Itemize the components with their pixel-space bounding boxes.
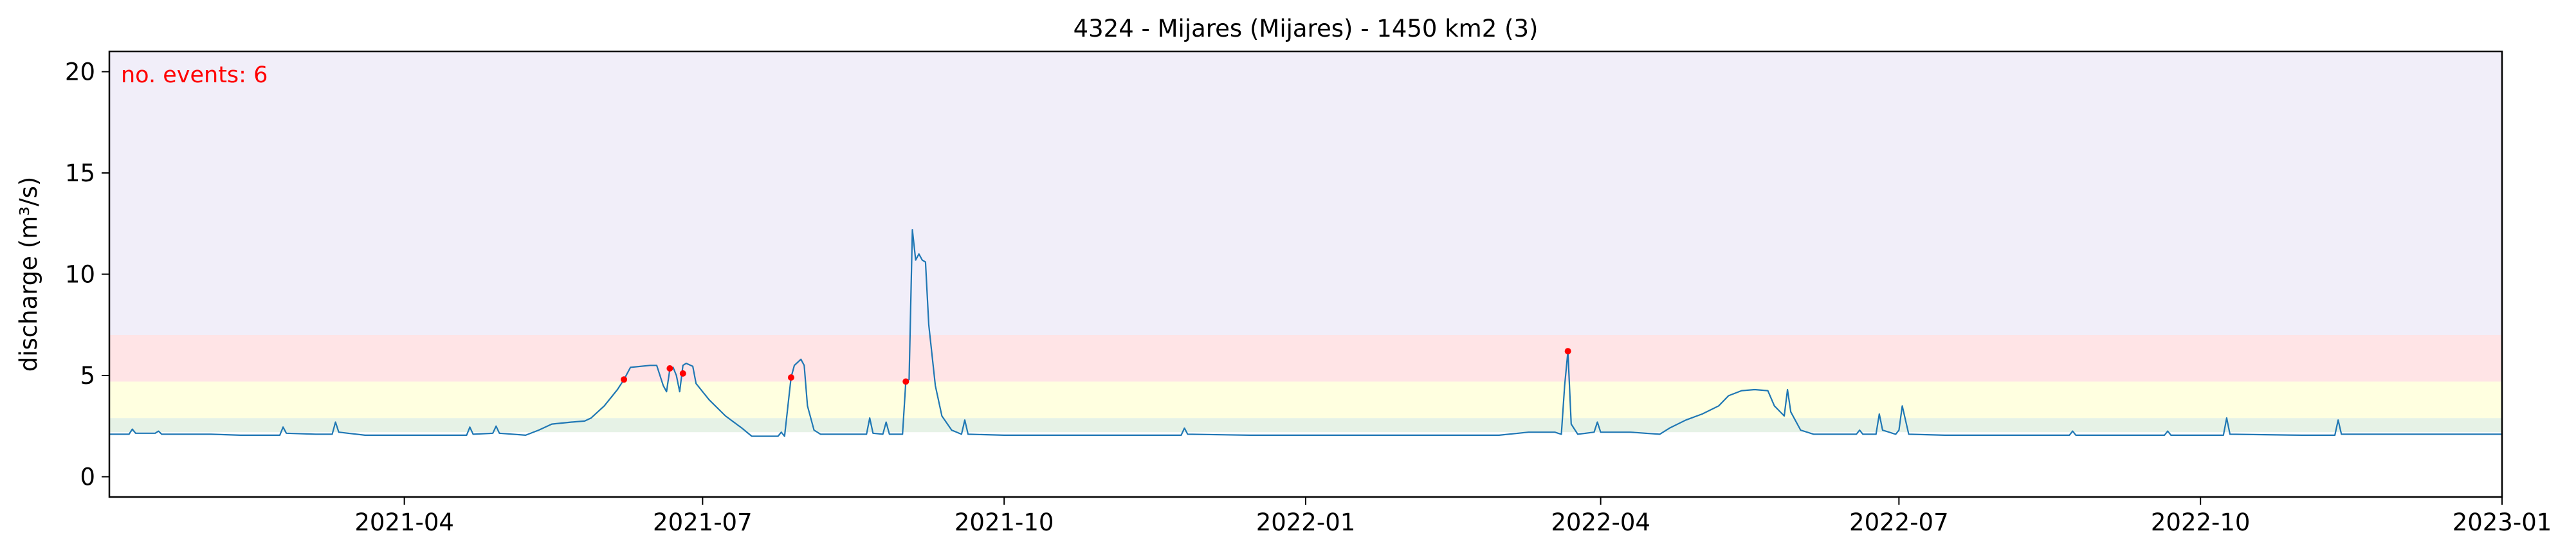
x-tick-label-5: 2022-07 — [1849, 509, 1949, 536]
x-tick-label-4: 2022-04 — [1551, 509, 1650, 536]
event-point-4 — [902, 378, 909, 385]
events-layer — [621, 348, 1571, 385]
x-tick-label-7: 2023-01 — [2453, 509, 2552, 536]
y-tick-label-2: 10 — [65, 261, 95, 289]
x-tick-label-0: 2021-04 — [354, 509, 454, 536]
x-axis: 2021-04 2021-07 2021-10 2022-01 2022-04 2022-… — [354, 497, 2552, 536]
threshold-bands — [109, 51, 2502, 433]
event-point-2 — [679, 370, 686, 377]
event-point-0 — [621, 376, 628, 383]
series-line-0 — [109, 229, 2502, 437]
y-axis-label: discharge (m³/s) — [15, 177, 42, 372]
chart-title: 4324 - Mijares (Mijares) - 1450 km2 (3) — [1073, 15, 1539, 42]
event-point-5 — [1564, 348, 1571, 355]
series-layer — [109, 229, 2502, 437]
y-tick-label-1: 5 — [80, 362, 95, 390]
y-axis: 0 5 10 15 20 — [65, 59, 109, 491]
band-0 — [109, 418, 2502, 433]
y-tick-label-0: 0 — [80, 464, 95, 491]
y-tick-label-4: 20 — [65, 59, 95, 86]
x-tick-label-6: 2022-10 — [2151, 509, 2251, 536]
event-count-annotation: no. events: 6 — [121, 62, 268, 88]
y-tick-label-3: 15 — [65, 159, 95, 187]
band-1 — [109, 381, 2502, 419]
x-tick-label-3: 2022-01 — [1256, 509, 1356, 536]
event-point-1 — [666, 365, 673, 372]
event-point-3 — [787, 374, 794, 381]
x-tick-label-1: 2021-07 — [653, 509, 753, 536]
band-3 — [109, 51, 2502, 335]
x-tick-label-2: 2021-10 — [955, 509, 1054, 536]
band-2 — [109, 335, 2502, 382]
